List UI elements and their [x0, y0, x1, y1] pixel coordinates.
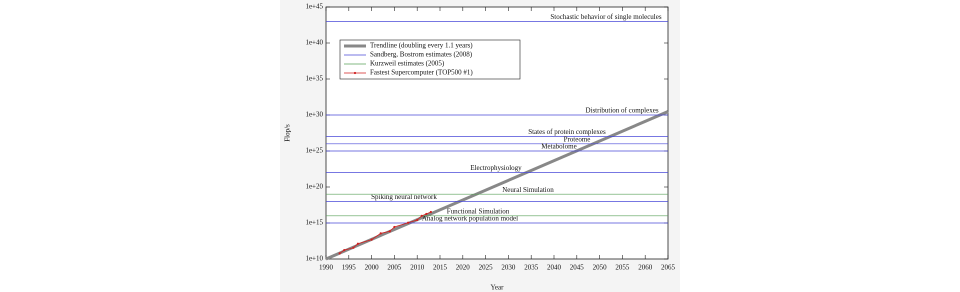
y-tick-label: 1e+30	[305, 111, 323, 119]
level-label: Functional Simulation	[447, 207, 510, 215]
y-tick-label: 1e+20	[305, 183, 323, 191]
legend-label: Kurzweil estimates (2005)	[370, 60, 445, 68]
y-tick-label: 1e+25	[305, 147, 323, 155]
x-tick-label: 2060	[638, 264, 653, 272]
legend-box	[339, 39, 521, 80]
legend-label: Fastest Supercomputer (TOP500 #1)	[370, 69, 473, 77]
level-label: Proteome	[564, 135, 591, 143]
x-tick-label: 2030	[501, 264, 516, 272]
level-label: Analog network population model	[422, 215, 518, 223]
x-tick-label: 2045	[570, 264, 585, 272]
data-point	[338, 252, 341, 255]
y-tick-label: 1e+10	[305, 255, 323, 263]
data-point	[370, 238, 373, 241]
x-tick-label: 1990	[319, 264, 334, 272]
data-point	[356, 242, 360, 245]
level-label: Metabolome	[541, 143, 576, 151]
x-tick-label: 2010	[410, 264, 425, 272]
legend-marker	[353, 71, 357, 75]
data-point	[420, 214, 423, 217]
x-tick-label: 2050	[593, 264, 608, 272]
data-point	[429, 210, 432, 214]
x-tick-label: 1995	[342, 264, 357, 272]
level-label: Spiking neural network	[371, 193, 437, 201]
x-axis-label: Year	[491, 284, 505, 292]
y-tick-label: 1e+40	[305, 39, 323, 47]
x-tick-label: 2000	[365, 264, 380, 272]
data-point	[352, 246, 355, 249]
x-tick-label: 2005	[387, 264, 402, 272]
data-point	[425, 212, 428, 216]
x-tick-label: 2040	[547, 264, 562, 272]
legend-label: Sandberg, Bostrom estimates (2008)	[370, 51, 473, 59]
data-point	[416, 218, 419, 222]
x-tick-label: 2035	[524, 264, 539, 272]
y-tick-label: 1e+15	[305, 219, 323, 227]
legend-label: Trendline (doubling every 1.1 years)	[370, 42, 473, 50]
x-tick-label: 2020	[456, 264, 471, 272]
x-tick-label: 2065	[661, 264, 676, 272]
level-label: Stochastic behavior of single molecules	[550, 13, 661, 21]
x-tick-label: 2025	[479, 264, 494, 272]
y-tick-label: 1e+35	[305, 75, 323, 83]
level-label: Electrophysiology	[470, 164, 522, 172]
data-point	[406, 221, 410, 224]
data-point	[343, 249, 346, 252]
level-label: States of protein complexes	[528, 128, 606, 136]
level-label: Distribution of complexes	[585, 107, 658, 115]
data-point	[388, 230, 391, 233]
y-axis-label: Flop/s	[284, 124, 292, 142]
x-tick-label: 2055	[615, 264, 630, 272]
level-label: Neural Simulation	[502, 186, 554, 194]
y-tick-label: 1e+45	[305, 3, 323, 11]
data-point	[379, 232, 382, 235]
data-point	[393, 225, 396, 229]
series-line	[325, 110, 669, 261]
x-tick-label: 2015	[433, 264, 448, 272]
